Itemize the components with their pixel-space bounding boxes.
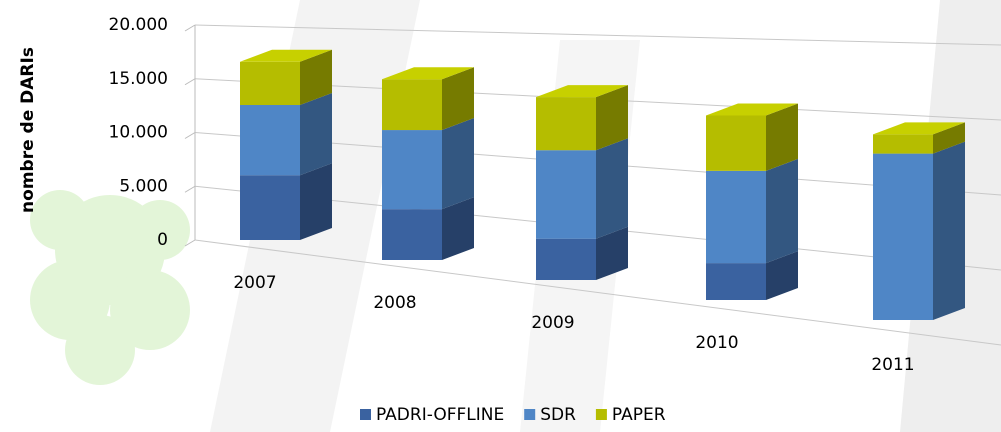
bar <box>240 105 300 176</box>
bar-side <box>766 251 798 300</box>
bar-side <box>933 122 965 154</box>
bar-top <box>536 85 628 98</box>
legend-label: PAPER <box>612 405 666 425</box>
bar-top <box>382 67 474 80</box>
bar <box>706 115 766 171</box>
bar <box>382 130 442 210</box>
grid-line <box>184 78 196 86</box>
y-tick-label: 15.000 <box>109 69 168 89</box>
grid-line <box>184 239 196 247</box>
y-tick-label: 10.000 <box>109 123 168 143</box>
grid-line <box>194 24 1001 46</box>
bar <box>240 175 300 240</box>
bar <box>382 209 442 260</box>
legend-swatch <box>360 409 371 420</box>
bar-top <box>240 49 332 62</box>
legend-swatch <box>524 409 536 420</box>
bar-side <box>596 85 628 151</box>
bar-side <box>596 138 628 239</box>
grid-line <box>184 132 196 139</box>
bar-side <box>442 67 474 131</box>
x-tick-label: 2008 <box>373 293 416 313</box>
legend-swatch <box>595 409 607 420</box>
y-tick-label: 20.000 <box>109 15 168 35</box>
grid-line <box>184 185 196 193</box>
x-tick-label: 2007 <box>233 273 276 293</box>
bar-side <box>766 103 798 171</box>
legend: PADRI-OFFLINE SDR PAPER <box>360 405 666 425</box>
legend-label: PADRI-OFFLINE <box>376 405 504 425</box>
bar-side <box>442 197 474 260</box>
x-tick-label: 2010 <box>695 333 738 353</box>
bar-side <box>300 163 332 240</box>
bar-side <box>933 141 965 320</box>
grid-line <box>194 239 1001 346</box>
green-blob <box>30 190 190 385</box>
bar <box>706 263 766 300</box>
y-tick-label: 5.000 <box>119 176 168 196</box>
bar-side <box>766 158 798 264</box>
bar <box>536 238 596 280</box>
bar-top <box>873 122 965 135</box>
bar <box>873 134 933 154</box>
bar-side <box>300 93 332 176</box>
bar-side <box>596 226 628 280</box>
bar-side <box>300 49 332 105</box>
bar <box>536 97 596 151</box>
bar <box>536 150 596 239</box>
bar <box>382 79 442 131</box>
background <box>30 0 1001 432</box>
grid-line <box>184 24 196 32</box>
bar <box>873 153 933 320</box>
bar-side <box>442 118 474 210</box>
bar-top <box>706 103 798 116</box>
plot: 0 5.000 10.000 15.000 20.000 2007 2008 2009 2010… <box>109 15 1001 375</box>
bar <box>240 61 300 105</box>
y-axis-title: nombre de DARIs <box>18 47 38 213</box>
bar <box>706 170 766 264</box>
legend-label: SDR <box>540 405 576 425</box>
x-tick-label: 2009 <box>531 313 574 333</box>
x-tick-label: 2011 <box>871 355 914 375</box>
y-tick-label: 0 <box>157 230 168 250</box>
